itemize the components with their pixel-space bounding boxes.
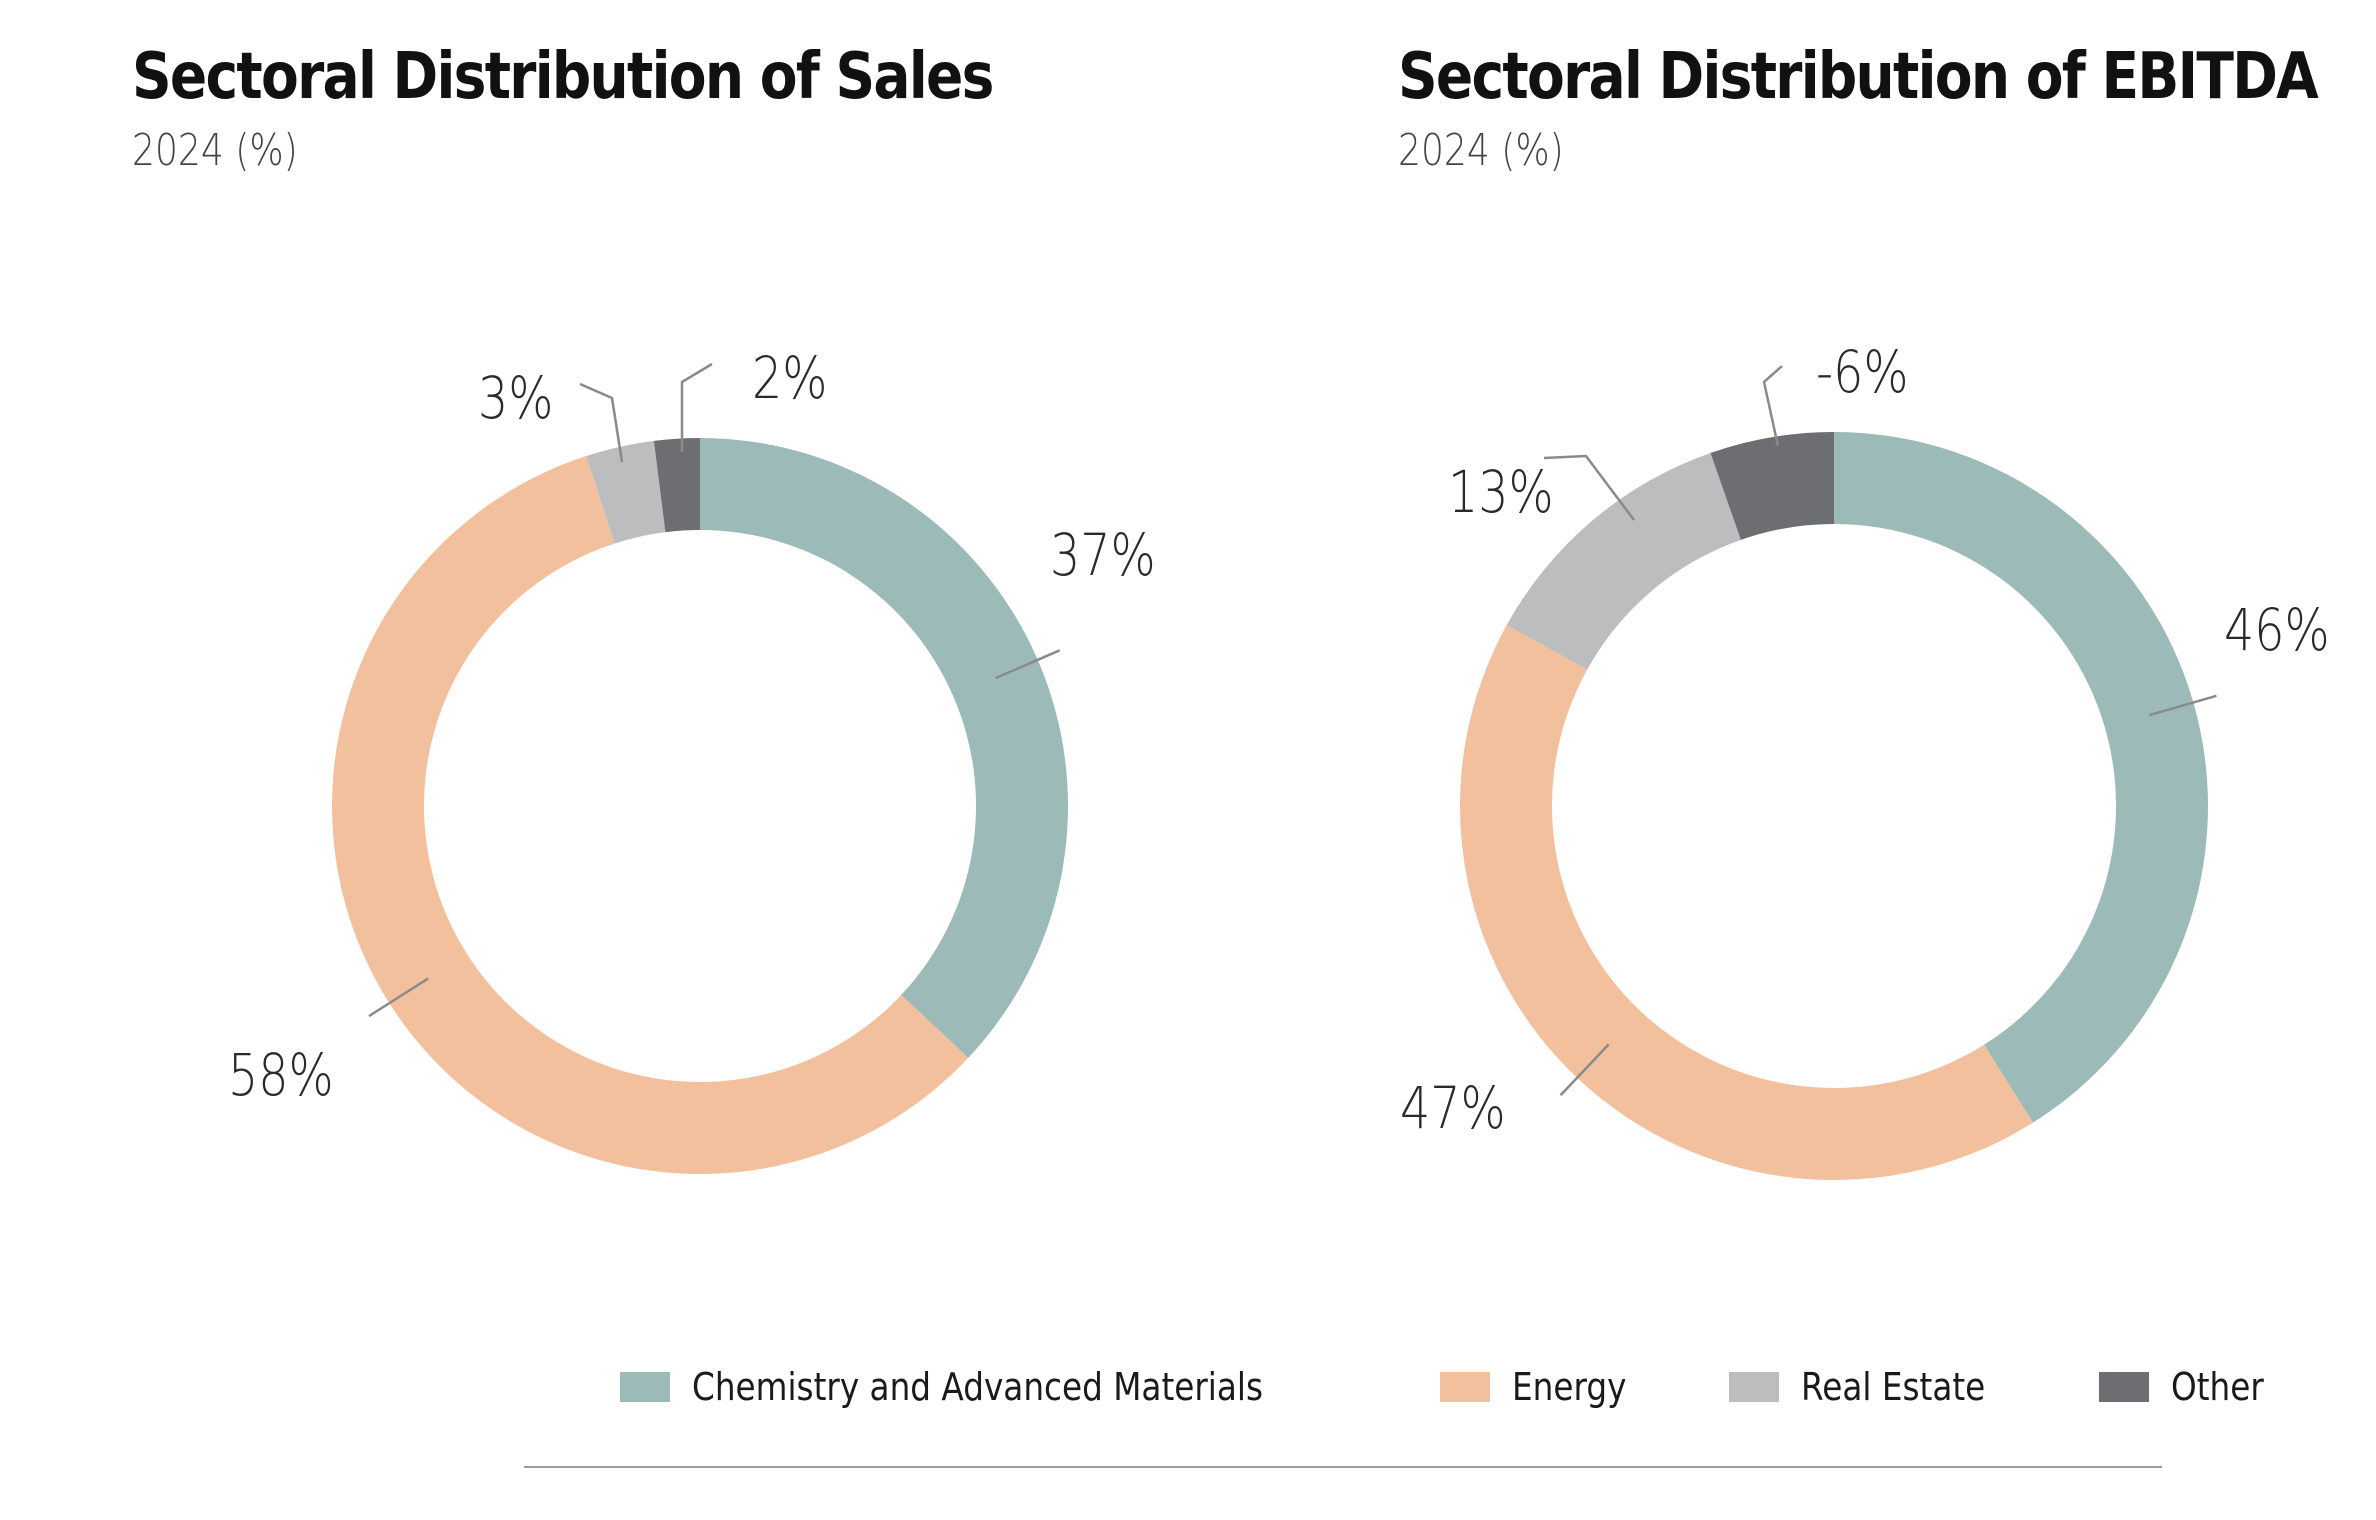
data-label: 58%: [228, 1041, 334, 1109]
leader-line: [1543, 454, 1635, 521]
bottom-divider: [524, 1466, 2162, 1468]
data-label: 2%: [752, 344, 827, 412]
leader-line: [368, 977, 429, 1018]
donut-slice-chemistry-and-advanced-materials: [1834, 432, 2208, 1123]
legend-item-real-estate: Real Estate: [1729, 1365, 2015, 1409]
donut-slice-other: [653, 438, 700, 533]
legend-label: Other: [2171, 1365, 2265, 1409]
data-label: -6%: [1816, 338, 1909, 406]
legend-label: Chemistry and Advanced Materials: [692, 1365, 1264, 1409]
legend-item-energy: Energy: [1439, 1365, 1645, 1409]
leader-line: [1559, 1043, 1610, 1097]
legend-swatch: [1439, 1372, 1490, 1402]
data-label: 37%: [1050, 521, 1156, 589]
chart-title: Sectoral Distribution of Sales: [132, 40, 994, 114]
legend-swatch: [2099, 1372, 2150, 1402]
donut-slice-real-estate: [586, 440, 666, 544]
donut-slice-other: [1710, 432, 1834, 540]
chart-title: Sectoral Distribution of EBITDA: [1398, 40, 2319, 114]
leader-line: [1762, 365, 1783, 447]
data-label: 46%: [2224, 596, 2330, 664]
chart-subtitle: 2024 (%): [1398, 125, 1564, 176]
ebitda-chart: Sectoral Distribution of EBITDA 2024 (%)…: [1188, 0, 2376, 1300]
data-label: 13%: [1448, 458, 1554, 526]
legend-label: Real Estate: [1801, 1365, 1986, 1409]
sales-chart: Sectoral Distribution of Sales 2024 (%) …: [0, 0, 1188, 1300]
leader-line: [995, 649, 1061, 680]
data-label: 3%: [478, 364, 553, 432]
donut-slice-real-estate: [1506, 452, 1741, 670]
leader-line: [2148, 694, 2217, 717]
legend-item-chemistry: Chemistry and Advanced Materials: [620, 1365, 1356, 1409]
data-label: 47%: [1400, 1074, 1506, 1142]
legend-swatch: [1729, 1372, 1780, 1402]
ebitda-donut: 46% 47% 13% -6%: [1400, 338, 2330, 1180]
sales-donut: 37% 58% 3% 2%: [228, 344, 1156, 1174]
legend: Chemistry and Advanced Materials Energy …: [620, 1362, 2363, 1412]
donut-slice-chemistry-and-advanced-materials: [700, 438, 1068, 1058]
donut-slice-energy: [1460, 625, 2033, 1180]
legend-label: Energy: [1511, 1365, 1627, 1409]
chart-subtitle: 2024 (%): [132, 125, 298, 176]
legend-item-other: Other: [2099, 1365, 2279, 1409]
donut-slice-energy: [331, 456, 969, 1174]
leader-line: [680, 362, 713, 452]
leader-line: [579, 382, 624, 463]
legend-swatch: [620, 1372, 670, 1402]
